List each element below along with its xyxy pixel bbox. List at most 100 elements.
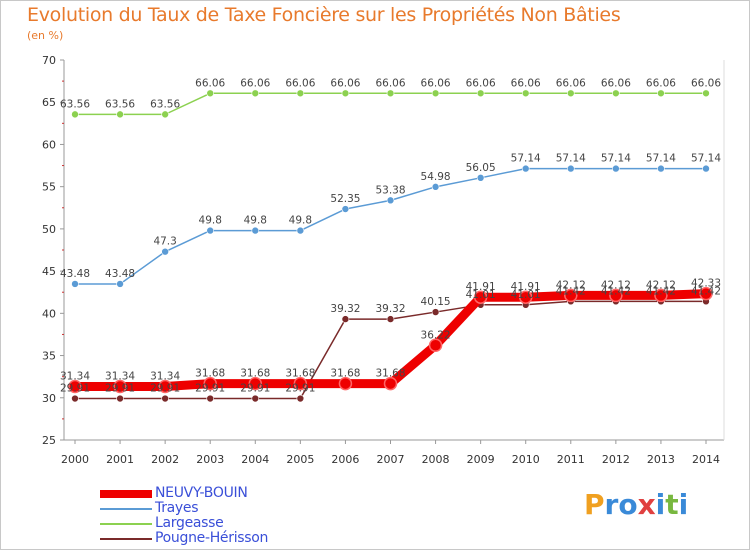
data-label-trayes: 49.8: [289, 215, 312, 227]
y-tick-label: 65: [42, 96, 56, 109]
data-point-pougne-h-risson: [296, 394, 305, 403]
logo-letter: P: [584, 488, 605, 521]
data-label-trayes: 57.14: [646, 153, 676, 165]
data-point-trayes: [521, 164, 530, 173]
data-label-pougne-h-risson: 29.91: [195, 383, 225, 395]
x-tick-label: 2010: [512, 453, 540, 466]
data-point-trayes: [612, 164, 620, 173]
data-point-largeasse: [341, 89, 350, 98]
data-point-largeasse: [657, 89, 665, 98]
data-point-largeasse: [161, 110, 169, 119]
data-point-trayes: [657, 164, 665, 173]
legend-swatch: [100, 490, 152, 498]
data-label-trayes: 43.48: [60, 268, 90, 280]
data-point-pougne-h-risson: [71, 394, 79, 403]
y-tick-label: 70: [42, 54, 56, 67]
data-label-neuvy-bouin: 42.33: [691, 278, 721, 290]
x-tick-label: 2007: [377, 453, 405, 466]
data-label-neuvy-bouin: 41.91: [511, 281, 541, 293]
legend: NEUVY-BOUIN Trayes Largeasse Pougne-Hérisso…: [100, 486, 350, 546]
data-label-neuvy-bouin: 31.68: [375, 368, 405, 380]
data-label-trayes: 57.14: [691, 153, 721, 165]
data-point-neuvy-bouin: [699, 286, 713, 301]
data-label-pougne-h-risson: 29.91: [150, 383, 180, 395]
data-label-largeasse: 66.06: [556, 77, 586, 89]
data-point-pougne-h-risson: [251, 394, 260, 403]
data-label-largeasse: 63.56: [105, 98, 135, 110]
data-label-largeasse: 66.06: [285, 77, 315, 89]
data-label-pougne-h-risson: 29.91: [285, 383, 315, 395]
data-label-neuvy-bouin: 42.12: [646, 279, 676, 291]
data-label-pougne-h-risson: 39.32: [330, 303, 360, 315]
data-label-largeasse: 66.06: [691, 77, 721, 89]
legend-swatch: [100, 538, 152, 540]
y-tick-label: 60: [42, 138, 56, 151]
data-label-pougne-h-risson: 41.42: [646, 285, 676, 297]
x-tick-label: 2014: [692, 453, 720, 466]
data-label-pougne-h-risson: 41.42: [601, 285, 631, 297]
logo-letter: i: [678, 488, 689, 521]
data-point-trayes: [476, 174, 485, 182]
legend-swatch: [100, 523, 152, 525]
data-point-neuvy-bouin: [564, 288, 578, 303]
data-label-largeasse: 63.56: [60, 98, 90, 110]
x-tick-label: 2005: [286, 453, 314, 466]
data-point-neuvy-bouin: [609, 288, 623, 303]
data-label-trayes: 57.14: [556, 153, 586, 165]
x-tick-label: 2012: [602, 453, 630, 466]
data-point-trayes: [386, 196, 395, 205]
data-label-pougne-h-risson: 29.91: [60, 383, 90, 395]
data-label-trayes: 57.14: [511, 153, 541, 165]
data-point-neuvy-bouin: [203, 376, 217, 391]
legend-swatch: [100, 508, 152, 510]
x-tick-label: 2001: [106, 453, 134, 466]
x-tick-label: 2008: [422, 453, 450, 466]
legend-item-trayes: Trayes: [100, 501, 350, 516]
data-label-trayes: 49.8: [199, 215, 222, 227]
data-point-neuvy-bouin: [293, 376, 308, 391]
data-point-largeasse: [566, 89, 575, 98]
data-label-neuvy-bouin: 41.91: [466, 281, 496, 293]
data-label-pougne-h-risson: 41.42: [556, 285, 586, 297]
data-label-largeasse: 66.06: [330, 77, 360, 89]
data-label-neuvy-bouin: 42.12: [601, 279, 631, 291]
data-label-largeasse: 66.06: [466, 77, 496, 89]
data-point-trayes: [702, 164, 710, 173]
data-point-trayes: [206, 226, 215, 235]
data-label-trayes: 56.05: [466, 162, 496, 174]
data-point-trayes: [116, 280, 124, 288]
data-label-pougne-h-risson: 29.91: [240, 383, 270, 395]
legend-label: Trayes: [155, 500, 199, 516]
data-label-trayes: 53.38: [375, 184, 405, 196]
data-point-largeasse: [251, 89, 260, 98]
data-point-largeasse: [612, 89, 620, 98]
data-label-trayes: 54.98: [421, 171, 451, 183]
x-tick-label: 2003: [196, 453, 224, 466]
data-label-largeasse: 66.06: [240, 77, 270, 89]
data-point-pougne-h-risson: [341, 315, 350, 323]
data-point-largeasse: [71, 110, 79, 119]
data-point-neuvy-bouin: [383, 376, 398, 391]
data-point-pougne-h-risson: [386, 315, 395, 323]
data-point-neuvy-bouin: [158, 379, 172, 394]
chart-title: Evolution du Taux de Taxe Foncière sur l…: [27, 4, 621, 26]
data-label-neuvy-bouin: 31.68: [330, 368, 360, 380]
x-tick-label: 2009: [467, 453, 495, 466]
data-point-trayes: [341, 205, 350, 213]
data-point-pougne-h-risson: [161, 394, 169, 403]
data-label-trayes: 52.35: [330, 193, 360, 205]
data-point-largeasse: [431, 89, 440, 98]
data-label-pougne-h-risson: 39.32: [375, 303, 405, 315]
y-tick-label: 55: [42, 181, 56, 194]
logo-letter: x: [637, 488, 656, 521]
data-label-largeasse: 63.56: [150, 98, 180, 110]
legend-label: NEUVY-BOUIN: [155, 485, 248, 501]
data-label-neuvy-bouin: 31.68: [240, 368, 270, 380]
data-point-neuvy-bouin: [338, 376, 353, 391]
legend-item-neuvy-bouin: NEUVY-BOUIN: [100, 486, 350, 501]
data-point-trayes: [566, 164, 575, 173]
y-tick-label: 50: [42, 223, 56, 236]
legend-label: Largeasse: [155, 515, 224, 531]
data-point-largeasse: [296, 89, 305, 98]
